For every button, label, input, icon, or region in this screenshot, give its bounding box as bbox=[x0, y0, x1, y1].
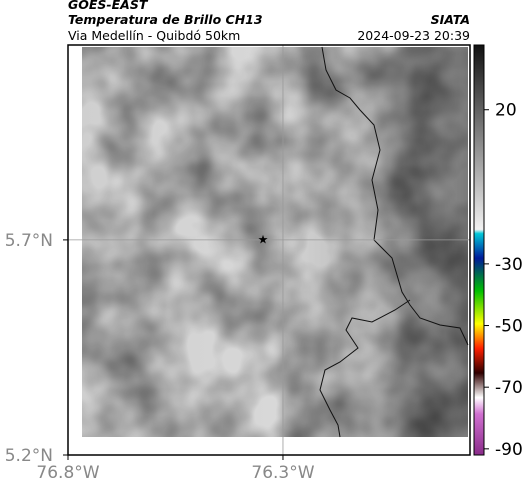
map-frame bbox=[67, 44, 471, 456]
colorbar-tick-label: 20 bbox=[495, 101, 517, 121]
colorbar bbox=[473, 44, 485, 456]
colorbar-tick-label: -70 bbox=[495, 378, 523, 398]
source-label: GOES-EAST bbox=[68, 0, 149, 12]
cloud-texture bbox=[82, 47, 468, 437]
border-line bbox=[319, 46, 469, 438]
y-tick-label: 5.2°N bbox=[5, 446, 53, 466]
colorbar-tick-label: -30 bbox=[495, 255, 523, 275]
colorbar-tick-label: -50 bbox=[495, 317, 523, 337]
x-tick-label: 76.8°W bbox=[36, 463, 99, 483]
product-title: Temperatura de Brillo CH13 bbox=[68, 12, 263, 27]
timestamp: 2024-09-23 20:39 bbox=[357, 28, 470, 43]
location-marker: ★ bbox=[258, 233, 269, 247]
x-tick-label: 76.3°W bbox=[251, 463, 314, 483]
agency-label: SIATA bbox=[431, 12, 470, 27]
route-label: Via Medellín - Quibdó 50km bbox=[68, 28, 240, 43]
colorbar-tick-label: -90 bbox=[495, 440, 523, 460]
y-tick-label: 5.7°N bbox=[5, 231, 53, 251]
